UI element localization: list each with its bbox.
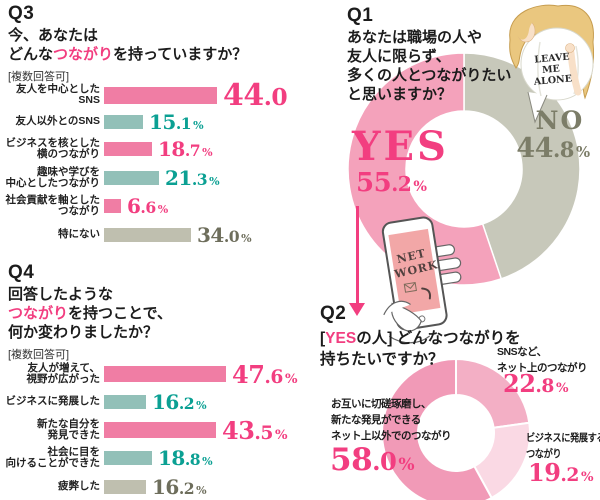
q1-label: Q1 bbox=[347, 5, 374, 26]
bar-label: 趣味や学びを 中心としたつながり bbox=[5, 165, 101, 189]
bar-value: 18.7% bbox=[158, 137, 213, 161]
bar bbox=[104, 366, 226, 382]
bar-row: ビジネスに発展した 16.2% bbox=[0, 385, 207, 419]
bar bbox=[104, 171, 159, 185]
bar bbox=[104, 142, 152, 156]
bar bbox=[104, 395, 146, 409]
phone-text-line: NET bbox=[395, 247, 427, 266]
q1-yes-label: YES bbox=[352, 123, 449, 170]
bar bbox=[104, 451, 152, 465]
hand-icon bbox=[565, 43, 575, 53]
arrow-head-icon bbox=[349, 303, 365, 316]
bar-row: 新たな自分を 発見できた 43.5% bbox=[0, 413, 287, 447]
handset-icon bbox=[421, 287, 432, 300]
q1-question: あなたは職場の人や 友人に限らず、 多くの人とつながりたい と思いますか？ bbox=[347, 29, 512, 103]
bar-label: 社会に目を 向けることができた bbox=[5, 445, 101, 469]
bar-value: 16.2% bbox=[152, 475, 207, 499]
phone-screen bbox=[388, 228, 441, 315]
q4-note: [複数回答可] bbox=[8, 349, 70, 361]
bar-label: 特にない bbox=[58, 228, 100, 241]
bar bbox=[104, 228, 191, 242]
q2-label: Q2 bbox=[320, 303, 347, 324]
bar-value: 47.6% bbox=[232, 359, 297, 389]
q2-callout-real-label: お互いに切磋琢磨し、 新たな発見ができる ネット上以外でのつながり bbox=[331, 398, 452, 442]
q3-header: Q3 今、あなたは どんなつながりを持っていますか？ [複数回答可] bbox=[8, 4, 247, 84]
bangs-icon bbox=[515, 11, 550, 40]
q1-header: Q1 あなたは職場の人や 友人に限らず、 多くの人とつながりたい と思いますか？ bbox=[347, 6, 511, 104]
shirt-fold bbox=[537, 41, 542, 97]
bar-value: 16.2% bbox=[152, 390, 207, 414]
arrow-line bbox=[356, 206, 359, 303]
bar bbox=[104, 422, 216, 438]
q1-no-value: 44.8% bbox=[516, 133, 590, 164]
bar-row: 友人が増えて、 視野が広がった 47.6% bbox=[0, 357, 298, 391]
bar-label: 疲弊した bbox=[58, 480, 100, 493]
bar-label: 友人を中心としたSNS bbox=[16, 82, 100, 106]
q2-question: [YESの人] どんなつながりを 持ちたいですか？ bbox=[320, 330, 521, 368]
bar bbox=[104, 480, 146, 494]
q4-question: 回答したような つながりを持つことで、 何か変わりましたか？ bbox=[8, 286, 172, 341]
bar-value: 34.0% bbox=[197, 223, 252, 247]
q2-callout-biz-label: ビジネスに発展する つながり bbox=[526, 432, 600, 460]
envelope-flap bbox=[404, 282, 416, 290]
donut-slice bbox=[381, 358, 494, 500]
wrist-icon bbox=[383, 300, 411, 316]
bar-value: 18.8% bbox=[158, 446, 213, 470]
q2-callout-real-value: 58.0% bbox=[330, 442, 415, 478]
q3-note: [複数回答可] bbox=[8, 71, 70, 83]
thumb-icon bbox=[390, 302, 422, 332]
bar-value: 6.6% bbox=[127, 194, 168, 218]
tshirt-text: LEAVE ME ALONE bbox=[532, 52, 572, 88]
bar-label: 新たな自分を 発見できた bbox=[37, 417, 100, 441]
bar-label: 友人以外とのSNS bbox=[15, 115, 100, 128]
woman-illustration: LEAVE ME ALONE bbox=[509, 4, 594, 124]
q2-callout-sns-value: 22.8% bbox=[503, 369, 568, 398]
bar-value: 21.3% bbox=[165, 166, 220, 190]
q2-callout-biz-value: 19.2% bbox=[528, 458, 593, 487]
arm-icon bbox=[567, 49, 582, 96]
bar-label: ビジネスを核とした 横のつながり bbox=[5, 136, 101, 160]
q3-question: 今、あなたは どんなつながりを持っていますか？ bbox=[8, 27, 248, 63]
bar-row: 友人以外とのSNS 15.1% bbox=[0, 105, 204, 139]
speech-bubble-tail bbox=[527, 91, 548, 124]
bar-label: ビジネスに発展した bbox=[5, 395, 101, 408]
q1-yes-value: 55.2% bbox=[356, 168, 427, 198]
tshirt-line: LEAVE bbox=[534, 52, 570, 66]
q4-header: Q4 回答したような つながりを持つことで、 何か変わりましたか？ [複数回答可] bbox=[8, 263, 172, 362]
bar-row: 疲弊した 16.2% bbox=[0, 470, 207, 500]
q1-no-label: NO bbox=[535, 106, 585, 135]
bar-row: ビジネスを核とした 横のつながり 18.7% bbox=[0, 132, 213, 166]
tshirt-line: ME bbox=[542, 63, 561, 76]
bar-label: 社会貢献を軸とした つながり bbox=[5, 193, 101, 217]
q2-callout-sns-label: SNSなど、 ネット上のつながり bbox=[497, 346, 588, 374]
bar-row: 社会貢献を軸とした つながり 6.6% bbox=[0, 189, 169, 223]
q3-label: Q3 bbox=[8, 3, 35, 24]
q4-label: Q4 bbox=[8, 262, 35, 283]
bar-label: 友人が増えて、 視野が広がった bbox=[26, 361, 101, 385]
phone-illustration: NET WORK bbox=[381, 216, 462, 344]
bar bbox=[104, 86, 217, 104]
bar bbox=[104, 199, 121, 213]
bar bbox=[104, 115, 143, 129]
wrist-line bbox=[388, 335, 431, 344]
bar-value: 43.5% bbox=[222, 415, 287, 445]
envelope-icon bbox=[403, 281, 417, 293]
bar-row: 特にない 34.0% bbox=[0, 218, 252, 252]
bar-row: 趣味や学びを 中心としたつながり 21.3% bbox=[0, 161, 220, 195]
tshirt-line: ALONE bbox=[532, 73, 572, 87]
q2-donut-chart bbox=[381, 358, 531, 500]
bar-value: 15.1% bbox=[149, 110, 204, 134]
bar-row: 社会に目を 向けることができた 18.8% bbox=[0, 441, 213, 475]
